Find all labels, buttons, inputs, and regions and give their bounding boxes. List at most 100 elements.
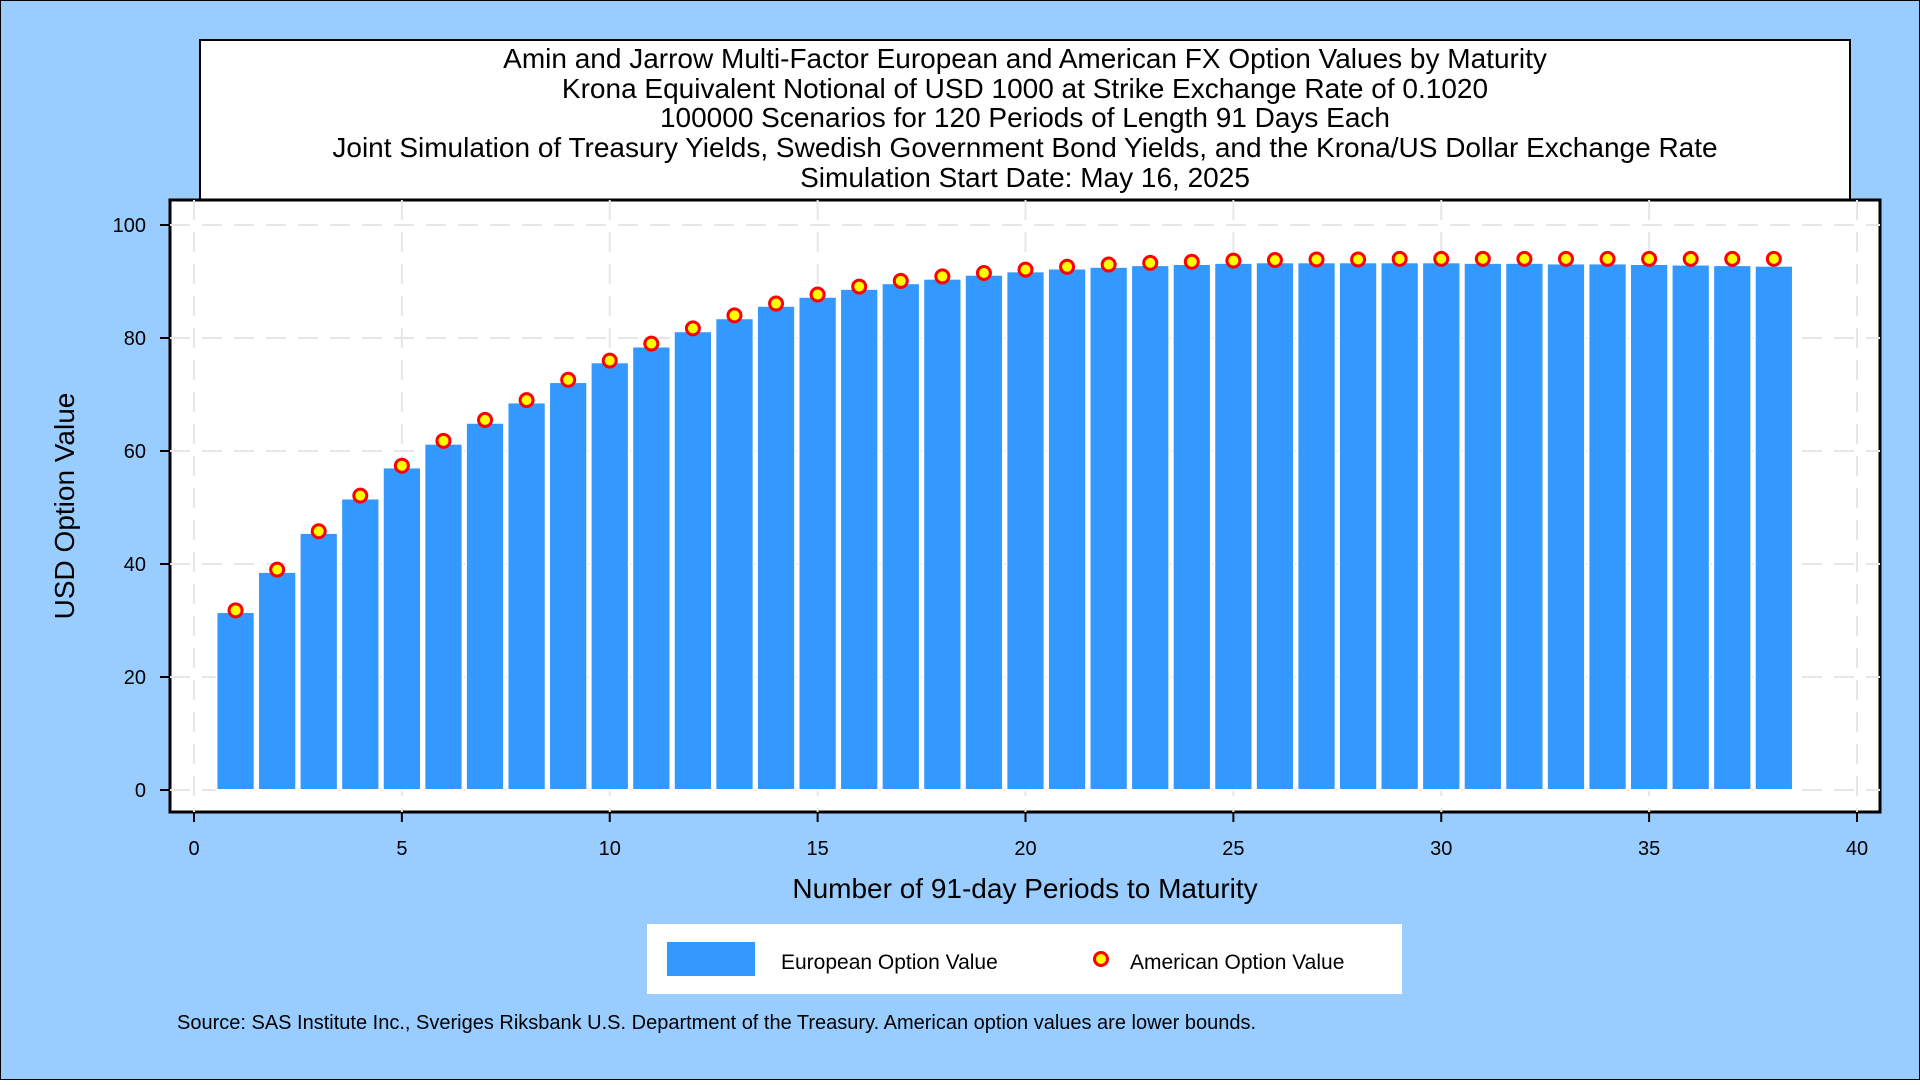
bar-european-5 <box>381 466 422 791</box>
marker-american-14 <box>768 295 785 312</box>
marker-american-31 <box>1474 250 1491 267</box>
bar-european-32 <box>1504 261 1545 792</box>
bar-european-31 <box>1462 261 1503 792</box>
marker-american-17 <box>892 272 909 289</box>
y-tick-label-3: 60 <box>124 441 146 463</box>
bar-european-22 <box>1088 265 1129 791</box>
bar-european-6 <box>423 442 464 791</box>
bar-european-17 <box>880 282 921 791</box>
y-tick-label-2: 40 <box>124 554 146 576</box>
bar-european-30 <box>1421 261 1462 792</box>
marker-american-38 <box>1765 250 1782 267</box>
bar-european-1 <box>215 611 256 792</box>
title-line-3: 100000 Scenarios for 120 Periods of Leng… <box>660 102 1390 133</box>
x-tick-label-8: 40 <box>1846 838 1868 860</box>
bar-european-25 <box>1213 261 1254 792</box>
bar-european-38 <box>1753 264 1794 791</box>
y-tick-label-4: 80 <box>124 328 146 350</box>
x-tick-label-2: 10 <box>599 838 621 860</box>
marker-american-23 <box>1142 254 1159 271</box>
y-axis: 0 20 40 60 80 100 <box>113 215 170 802</box>
bar-european-29 <box>1379 261 1420 792</box>
x-tick-label-6: 30 <box>1430 838 1452 860</box>
bar-european-3 <box>298 531 339 791</box>
x-tick-label-7: 35 <box>1638 838 1660 860</box>
legend-label-european: European Option Value <box>781 951 998 974</box>
marker-american-11 <box>643 335 660 352</box>
marker-american-24 <box>1183 253 1200 270</box>
legend-box <box>647 924 1402 994</box>
marker-american-7 <box>477 411 494 428</box>
bar-european-16 <box>839 287 880 791</box>
bar-series <box>215 261 1794 792</box>
marker-american-19 <box>975 265 992 282</box>
marker-american-8 <box>518 392 535 409</box>
marker-american-3 <box>310 523 327 540</box>
marker-american-13 <box>726 307 743 324</box>
y-tick-label-1: 20 <box>124 667 146 689</box>
marker-american-29 <box>1391 250 1408 267</box>
marker-american-32 <box>1516 250 1533 267</box>
title-box <box>199 39 1851 201</box>
marker-american-30 <box>1433 250 1450 267</box>
marker-american-35 <box>1641 250 1658 267</box>
title-line-4: Joint Simulation of Treasury Yields, Swe… <box>332 132 1717 163</box>
bar-european-9 <box>548 381 589 791</box>
bar-european-34 <box>1587 262 1628 792</box>
marker-american-22 <box>1100 256 1117 273</box>
x-axis-label: Number of 91-day Periods to Maturity <box>792 873 1257 904</box>
x-tick-label-0: 0 <box>188 838 199 860</box>
bar-european-28 <box>1337 261 1379 792</box>
marker-american-33 <box>1557 250 1574 267</box>
bar-european-23 <box>1130 264 1171 791</box>
bar-european-15 <box>797 295 838 791</box>
bar-european-27 <box>1296 261 1337 792</box>
x-axis: 0 5 10 15 20 25 30 35 40 <box>188 812 1868 860</box>
y-tick-label-5: 100 <box>113 215 146 237</box>
marker-american-18 <box>934 268 951 285</box>
bar-european-35 <box>1629 262 1670 791</box>
marker-american-37 <box>1724 250 1741 267</box>
bar-european-7 <box>464 421 506 791</box>
bar-european-8 <box>506 401 547 791</box>
marker-american-34 <box>1599 250 1616 267</box>
bar-european-36 <box>1670 263 1711 791</box>
bar-european-13 <box>714 317 755 791</box>
marker-american-36 <box>1682 250 1699 267</box>
footnote: Source: SAS Institute Inc., Sveriges Rik… <box>177 1012 1256 1034</box>
y-tick-label-0: 0 <box>135 780 146 802</box>
marker-american-12 <box>684 320 701 337</box>
title-line-5: Simulation Start Date: May 16, 2025 <box>800 162 1250 193</box>
title-line-2: Krona Equivalent Notional of USD 1000 at… <box>562 73 1488 104</box>
marker-american-27 <box>1308 251 1325 268</box>
y-axis-label: USD Option Value <box>49 393 80 620</box>
bar-european-18 <box>922 277 963 791</box>
marker-american-9 <box>560 371 577 388</box>
bar-european-2 <box>257 570 298 791</box>
marker-american-10 <box>601 352 618 369</box>
marker-american-21 <box>1059 258 1076 275</box>
legend-marker-american <box>1093 951 1109 967</box>
title-line-1: Amin and Jarrow Multi-Factor European an… <box>503 43 1547 74</box>
bar-european-33 <box>1545 262 1587 792</box>
marker-american-16 <box>851 278 868 295</box>
bar-european-14 <box>755 304 797 791</box>
x-tick-label-4: 20 <box>1014 838 1036 860</box>
bar-european-24 <box>1171 262 1212 791</box>
bar-european-20 <box>1005 270 1046 791</box>
legend-label-american: American Option Value <box>1130 951 1344 974</box>
bar-european-26 <box>1254 261 1296 792</box>
marker-american-15 <box>809 286 826 303</box>
x-tick-label-5: 25 <box>1222 838 1244 860</box>
x-tick-label-3: 15 <box>807 838 829 860</box>
bar-european-10 <box>589 361 630 791</box>
bar-european-19 <box>963 273 1005 792</box>
marker-american-5 <box>393 457 410 474</box>
marker-american-2 <box>269 561 286 578</box>
marker-series <box>227 250 1782 619</box>
marker-american-28 <box>1350 251 1367 268</box>
legend-swatch-european <box>665 940 757 978</box>
bar-european-37 <box>1712 264 1753 791</box>
